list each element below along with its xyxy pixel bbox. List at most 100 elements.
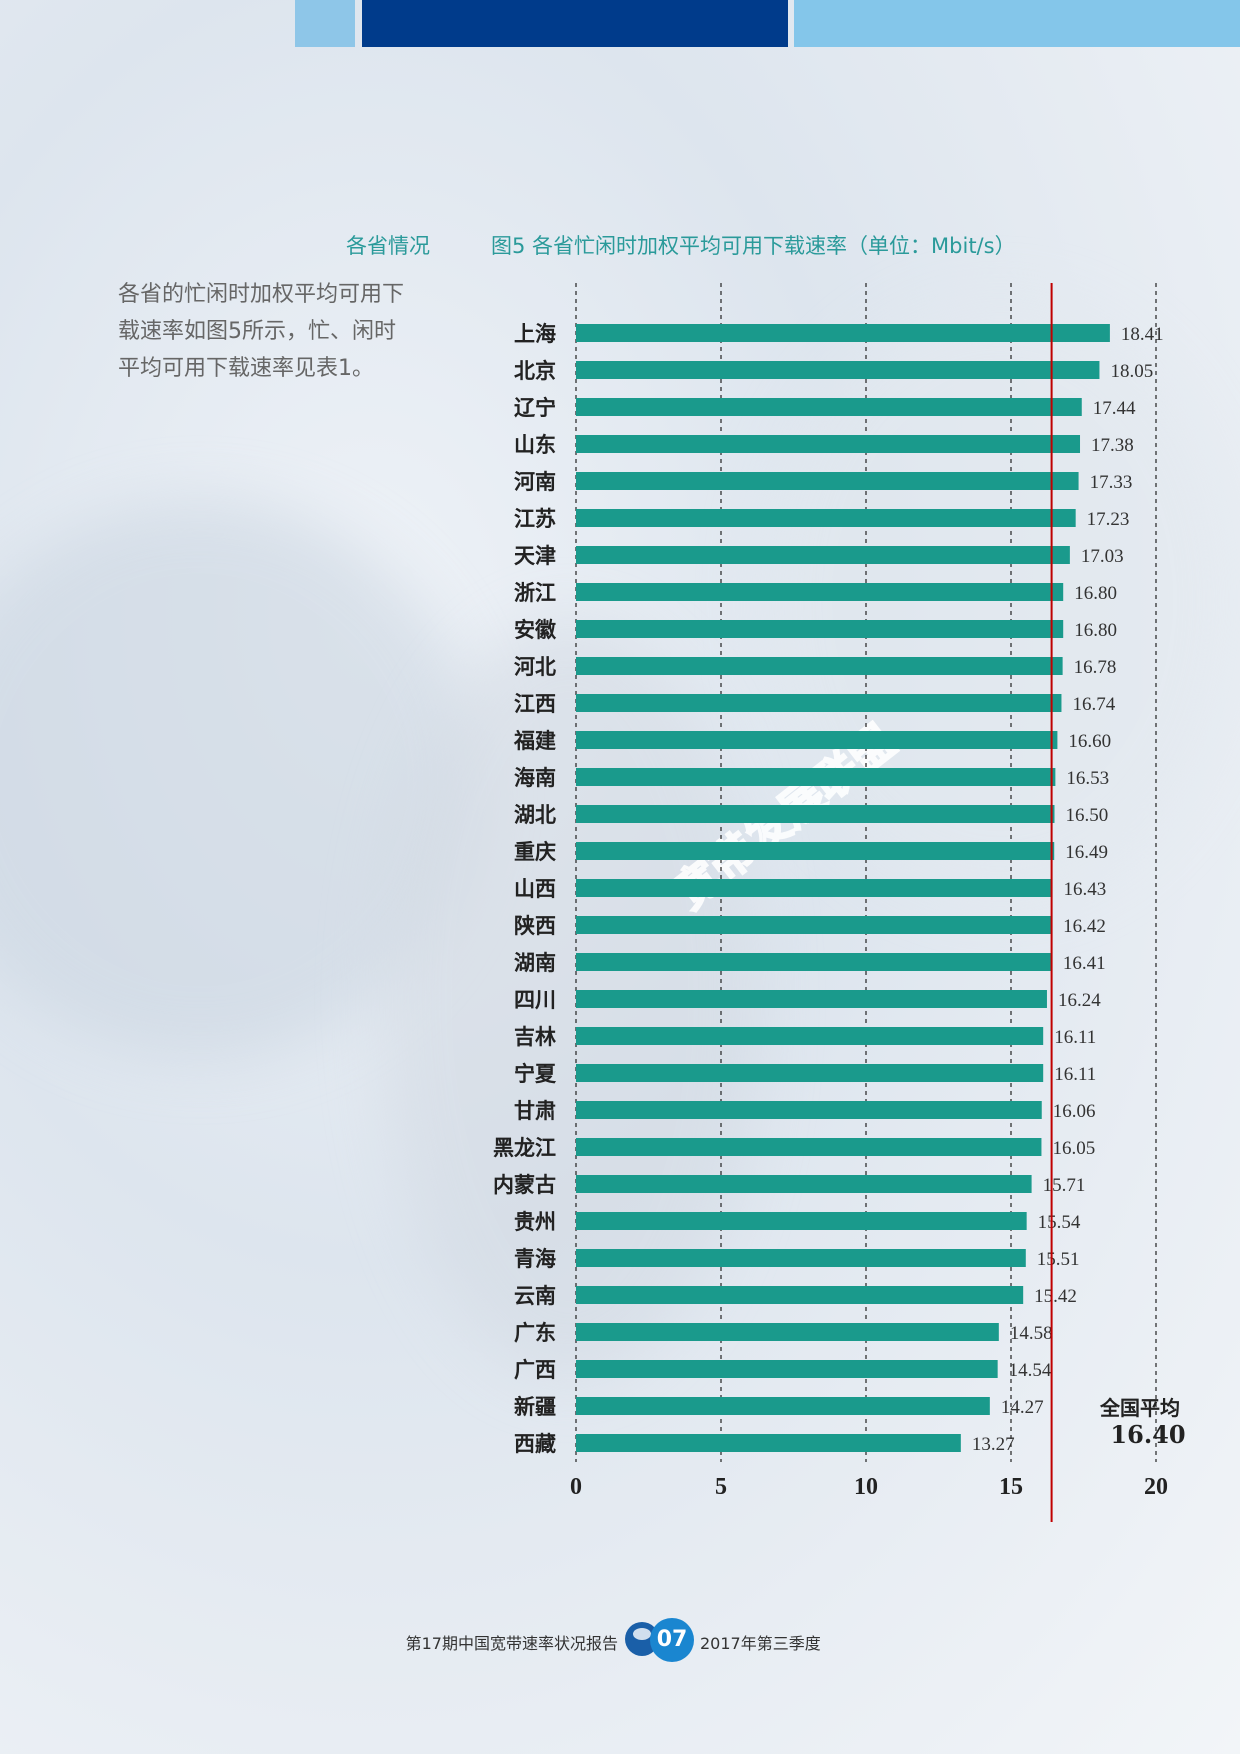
- x-tick-label: 20: [1144, 1474, 1168, 1500]
- bar-陕西: [576, 916, 1053, 934]
- intro-line: 载速率如图5所示，忙、闲时: [118, 319, 396, 344]
- bar-江苏: [576, 509, 1076, 527]
- bar-江西: [576, 694, 1062, 712]
- category-label: 湖南: [514, 950, 556, 975]
- footer-quarter: 2017年第三季度: [700, 1634, 821, 1653]
- category-label: 福建: [513, 728, 556, 753]
- value-label: 16.80: [1074, 583, 1117, 604]
- category-label: 四川: [514, 987, 556, 1012]
- bar-黑龙江: [576, 1138, 1042, 1156]
- category-label: 上海: [514, 321, 556, 346]
- bar-浙江: [576, 583, 1064, 601]
- bar-山东: [576, 435, 1081, 453]
- value-label: 16.74: [1072, 694, 1115, 715]
- category-label: 广西: [514, 1357, 556, 1382]
- value-label: 17.23: [1087, 509, 1130, 530]
- value-label: 14.58: [1010, 1323, 1053, 1344]
- value-label: 16.24: [1058, 990, 1101, 1011]
- bar-甘肃: [576, 1101, 1042, 1119]
- x-tick-label: 10: [854, 1474, 878, 1500]
- national-average-value: 16.40: [1110, 1420, 1185, 1449]
- bar-西藏: [576, 1434, 961, 1452]
- bar-湖北: [576, 805, 1055, 823]
- category-label: 西藏: [514, 1431, 556, 1456]
- category-label: 海南: [514, 765, 556, 790]
- bar-海南: [576, 768, 1056, 786]
- category-label: 山西: [514, 876, 556, 901]
- category-label: 江西: [514, 691, 556, 716]
- category-label: 北京: [514, 358, 556, 383]
- value-label: 15.71: [1043, 1175, 1086, 1196]
- category-label: 宁夏: [514, 1061, 557, 1086]
- value-label: 18.05: [1110, 361, 1153, 382]
- bar-安徽: [576, 620, 1064, 638]
- x-tick-label: 5: [715, 1474, 727, 1500]
- value-label: 18.41: [1121, 324, 1164, 345]
- category-label: 青海: [514, 1246, 556, 1271]
- value-label: 16.78: [1074, 657, 1117, 678]
- value-label: 16.49: [1065, 842, 1108, 863]
- category-label: 黑龙江: [493, 1135, 556, 1160]
- section-heading: 各省情况: [346, 234, 430, 258]
- category-label: 山东: [514, 432, 556, 457]
- header-bar-left: [295, 0, 355, 47]
- category-label: 贵州: [514, 1209, 556, 1234]
- bar-青海: [576, 1249, 1026, 1267]
- x-tick-label: 0: [570, 1474, 582, 1500]
- value-label: 16.11: [1054, 1027, 1096, 1048]
- value-label: 17.38: [1091, 435, 1134, 456]
- category-label: 浙江: [514, 580, 556, 605]
- value-label: 16.41: [1063, 953, 1106, 974]
- national-average-label: 全国平均: [1099, 1396, 1180, 1420]
- bar-广东: [576, 1323, 999, 1341]
- category-label: 新疆: [514, 1394, 556, 1419]
- page-number: 07: [650, 1618, 694, 1662]
- value-label: 15.54: [1038, 1212, 1081, 1233]
- value-label: 16.42: [1063, 916, 1106, 937]
- category-label: 湖北: [514, 802, 556, 827]
- category-label: 陕西: [514, 913, 556, 938]
- category-label: 河南: [514, 469, 556, 494]
- bar-湖南: [576, 953, 1052, 971]
- value-label: 13.27: [972, 1434, 1015, 1455]
- bar-云南: [576, 1286, 1024, 1304]
- category-label: 云南: [514, 1283, 556, 1308]
- bar-新疆: [576, 1397, 990, 1415]
- header-bar-right: [794, 0, 1240, 47]
- value-label: 14.54: [1009, 1360, 1052, 1381]
- footer: 第17期中国宽带速率状况报告 07 2017年第三季度: [0, 1618, 1240, 1668]
- category-label: 广东: [514, 1320, 556, 1345]
- bar-贵州: [576, 1212, 1027, 1230]
- bar-广西: [576, 1360, 998, 1378]
- value-label: 16.53: [1066, 768, 1109, 789]
- category-label: 安徽: [514, 617, 557, 642]
- chart-title: 图5 各省忙闲时加权平均可用下载速率（单位：Mbit/s）: [491, 234, 1016, 258]
- bar-河北: [576, 657, 1063, 675]
- value-label: 16.80: [1074, 620, 1117, 641]
- value-label: 15.51: [1037, 1249, 1080, 1270]
- category-label: 河北: [514, 654, 556, 679]
- footer-report-title: 第17期中国宽带速率状况报告: [405, 1634, 618, 1653]
- value-label: 16.43: [1063, 879, 1106, 900]
- intro-paragraph: 各省的忙闲时加权平均可用下 载速率如图5所示，忙、闲时 平均可用下载速率见表1。: [118, 276, 436, 387]
- intro-line: 各省的忙闲时加权平均可用下: [118, 282, 405, 307]
- bar-宁夏: [576, 1064, 1044, 1082]
- bar-重庆: [576, 842, 1055, 860]
- bar-上海: [576, 324, 1110, 342]
- bar-福建: [576, 731, 1058, 749]
- bar-河南: [576, 472, 1079, 490]
- bar-吉林: [576, 1027, 1044, 1045]
- value-label: 16.11: [1054, 1064, 1096, 1085]
- category-label: 吉林: [514, 1024, 556, 1049]
- category-label: 甘肃: [514, 1098, 556, 1123]
- value-label: 15.42: [1034, 1286, 1077, 1307]
- bar-内蒙古: [576, 1175, 1032, 1193]
- bar-天津: [576, 546, 1070, 564]
- value-label: 16.60: [1068, 731, 1111, 752]
- value-label: 16.50: [1066, 805, 1109, 826]
- category-label: 内蒙古: [493, 1172, 556, 1197]
- value-label: 17.44: [1093, 398, 1136, 419]
- bar-北京: [576, 361, 1100, 379]
- bar-山西: [576, 879, 1053, 897]
